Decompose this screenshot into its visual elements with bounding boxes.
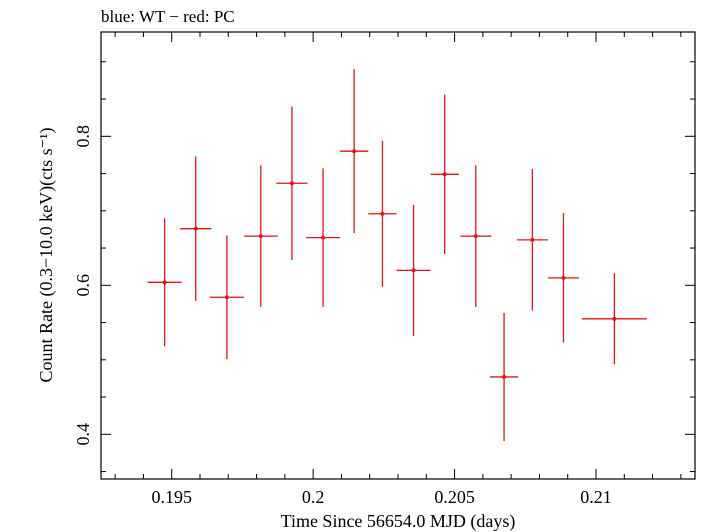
point-marker — [411, 268, 416, 273]
x-tick-label: 0.2 — [302, 487, 325, 507]
point-marker — [612, 316, 617, 321]
data-point — [430, 94, 459, 255]
point-marker — [380, 211, 385, 216]
point-marker — [473, 234, 478, 239]
data-point — [209, 235, 244, 360]
data-points — [147, 69, 647, 442]
y-tick-label: 0.4 — [73, 423, 93, 446]
x-tick-label: 0.195 — [151, 487, 192, 507]
y-tick-label: 0.6 — [73, 274, 93, 297]
point-marker — [442, 172, 447, 177]
point-marker — [289, 181, 294, 186]
chart-title: blue: WT − red: PC — [101, 7, 235, 26]
plot-frame — [100, 31, 696, 480]
point-marker — [224, 295, 229, 300]
data-point — [243, 165, 278, 307]
point-marker — [258, 234, 263, 239]
data-point — [306, 168, 341, 307]
data-point — [276, 106, 308, 260]
data-point — [180, 156, 212, 301]
data-point — [368, 140, 397, 287]
data-point — [489, 312, 519, 442]
data-point — [581, 273, 647, 365]
point-marker — [352, 149, 357, 154]
data-point — [516, 169, 548, 311]
point-marker — [162, 280, 167, 285]
axis-ticks: 0.195 0.2 0.205 0.21 0.4 0.6 0.8 — [73, 32, 695, 507]
point-marker — [193, 226, 198, 231]
y-tick-label: 0.8 — [73, 125, 93, 148]
point-marker — [530, 237, 535, 242]
point-marker — [321, 235, 326, 240]
x-tick-label: 0.205 — [434, 487, 475, 507]
point-marker — [561, 275, 566, 280]
data-point — [147, 218, 182, 347]
data-point — [396, 204, 431, 336]
data-point — [547, 213, 580, 343]
data-point — [340, 69, 369, 234]
x-tick-label: 0.21 — [580, 487, 612, 507]
data-point — [460, 165, 492, 307]
y-axis-label: Count Rate (0.3−10.0 keV)(cts s⁻¹) — [36, 127, 57, 382]
x-axis-label: Time Since 56654.0 MJD (days) — [281, 511, 516, 532]
point-marker — [502, 374, 507, 379]
